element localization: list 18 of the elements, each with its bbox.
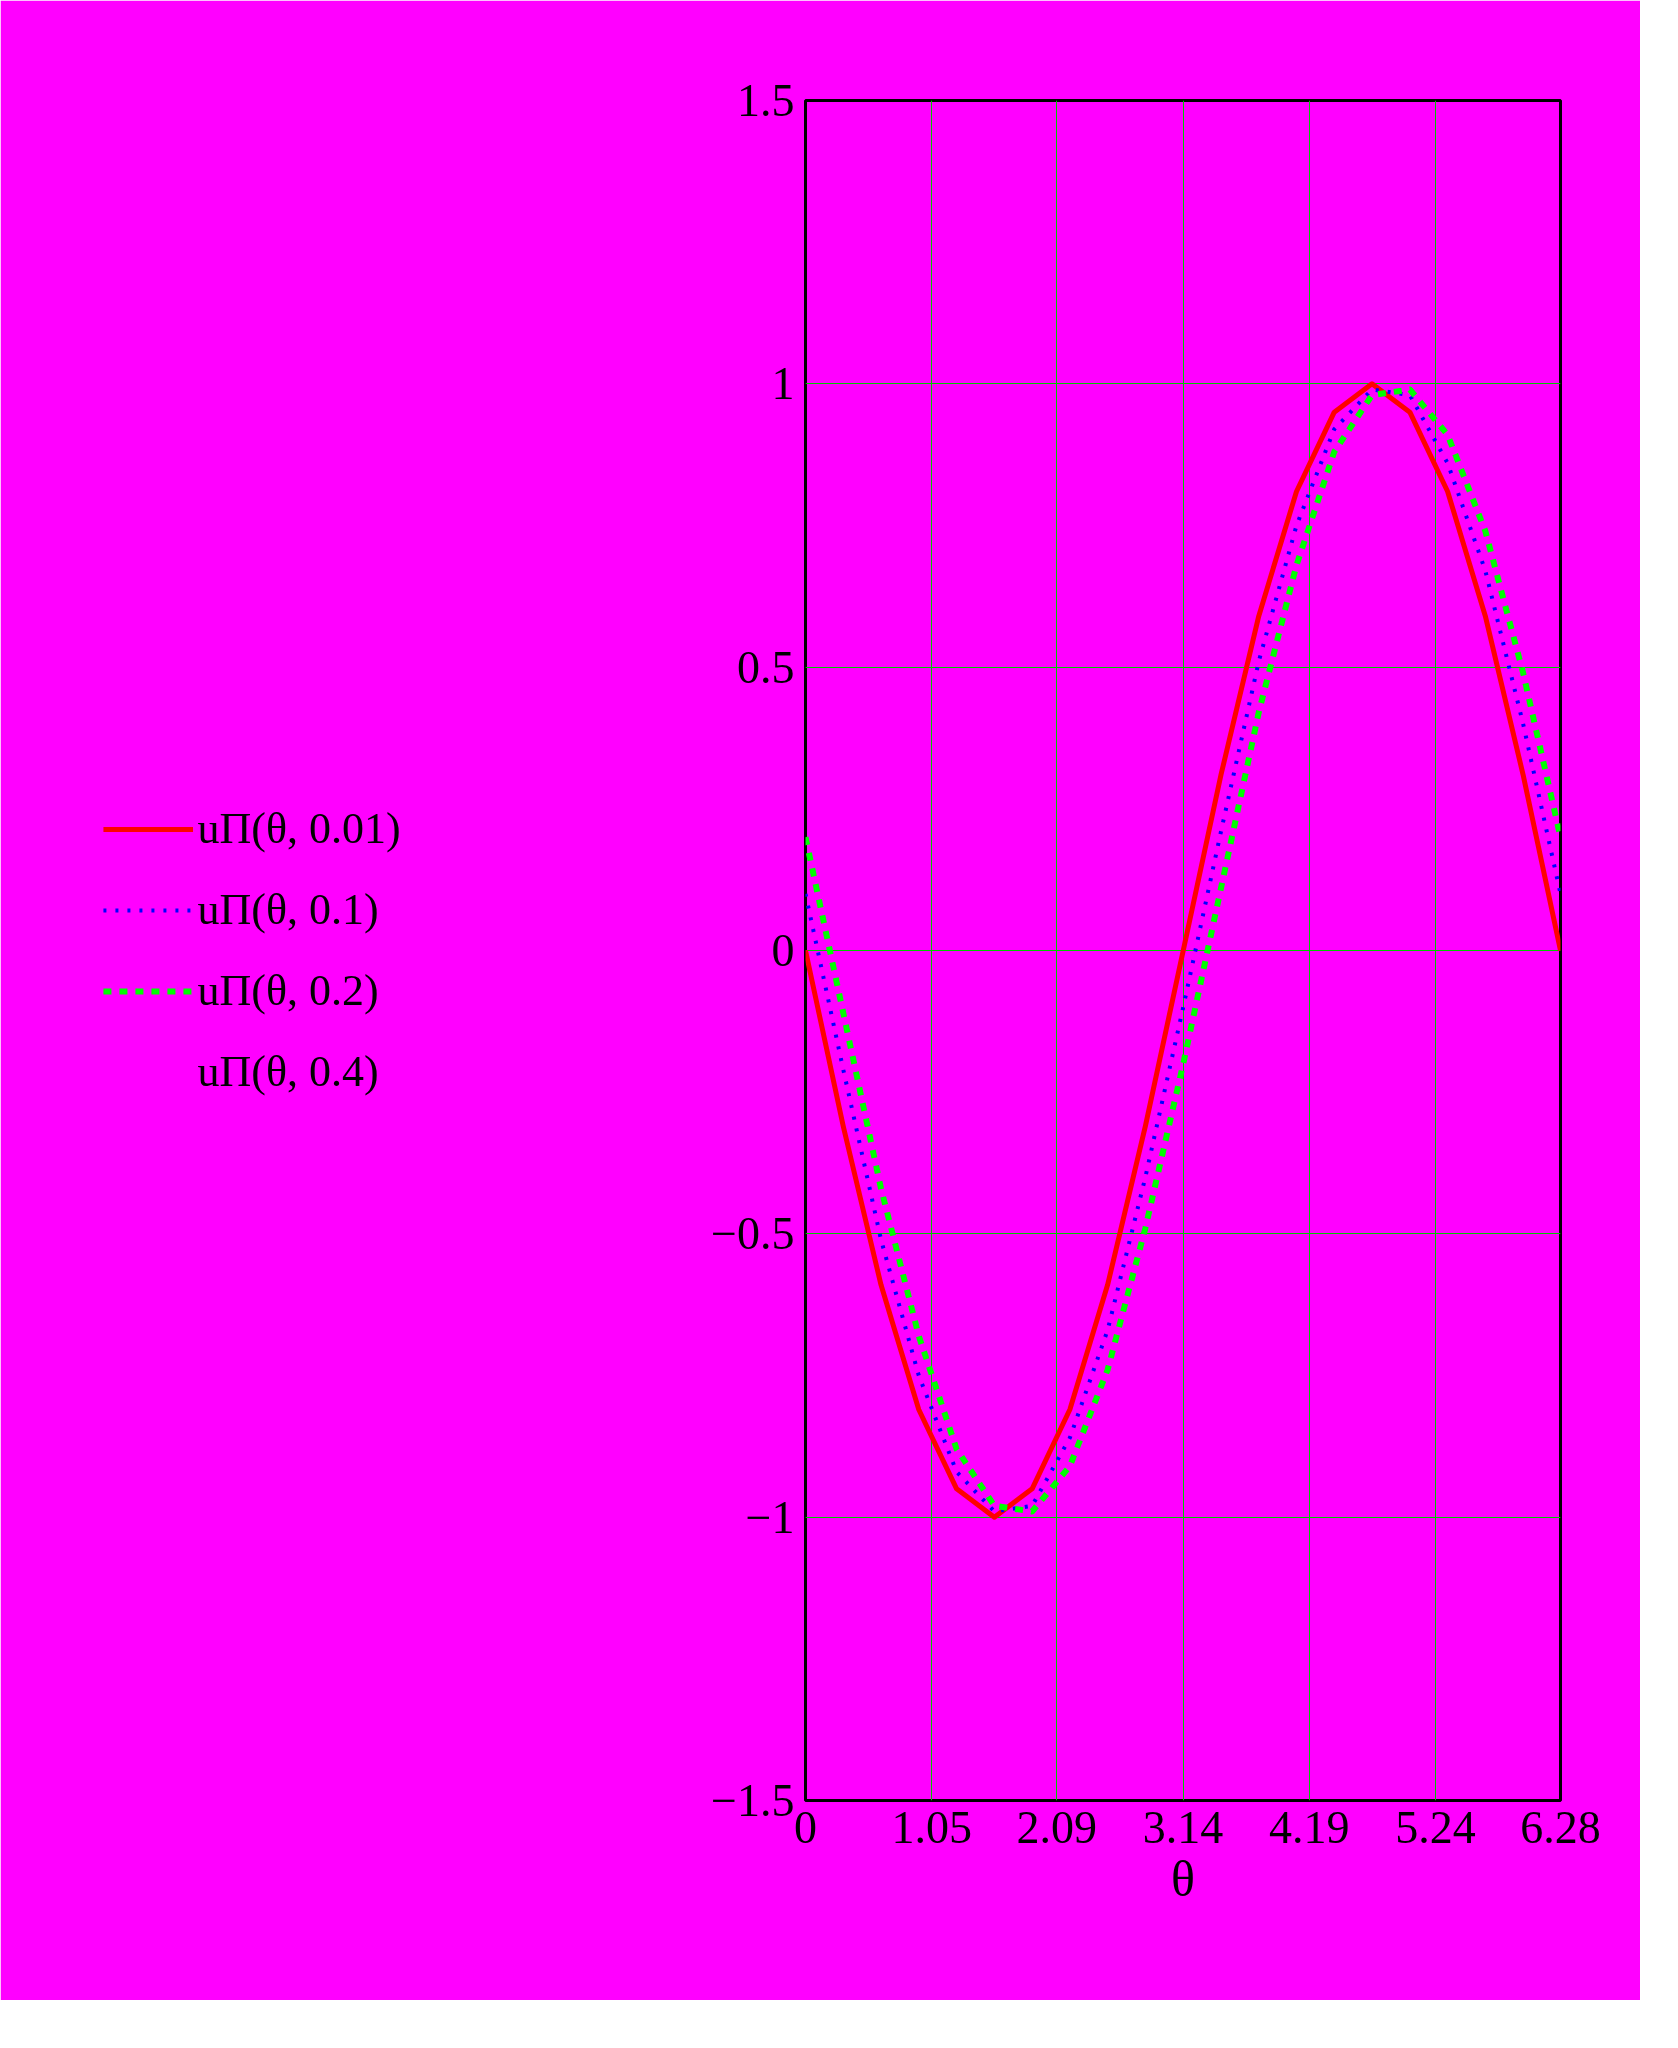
x-tick-label: 6.28	[1520, 1801, 1601, 1853]
y-tick-label: 1.5	[737, 75, 795, 126]
x-tick-label: 3.14	[1142, 1801, 1224, 1853]
legend-label: uП(θ, 0.01)	[197, 803, 401, 854]
y-tick-label: −0.5	[711, 1208, 795, 1260]
x-tick-label: 2.09	[1016, 1801, 1098, 1853]
legend-label: uП(θ, 0.1)	[197, 884, 379, 935]
x-tick-label: 4.19	[1268, 1801, 1350, 1853]
y-tick-label: 1	[771, 358, 795, 410]
text: uП(θ, 0.4)	[197, 1046, 379, 1097]
x-axis-title: θ	[1171, 1850, 1195, 1907]
y-tick-label: −1	[745, 1491, 795, 1543]
y-tick-label: 0	[771, 925, 795, 976]
x-tick-label: 5.24	[1395, 1801, 1476, 1853]
y-tick-label: −1.5	[711, 1775, 795, 1826]
x-tick-label: 1.05	[891, 1801, 972, 1853]
y-tick-label: 0.5	[737, 641, 795, 693]
legend-label: uП(θ, 0.2)	[197, 965, 379, 1016]
